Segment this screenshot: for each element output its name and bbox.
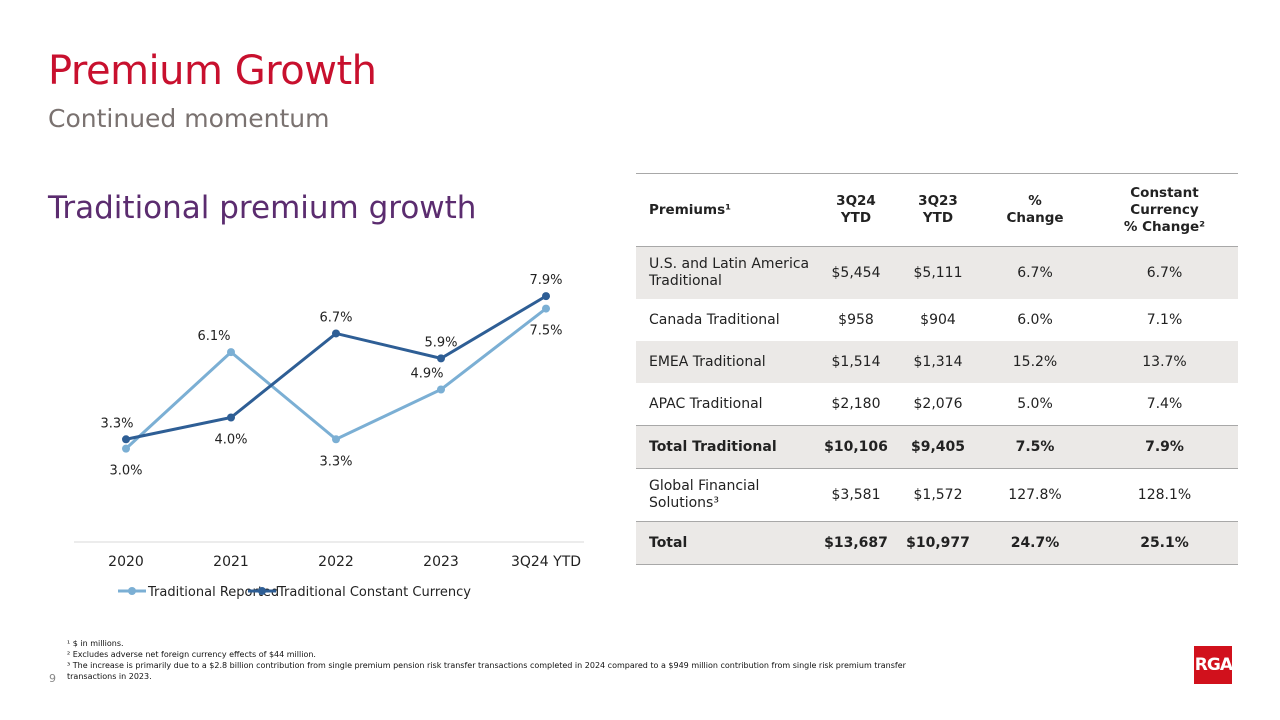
legend-label: Traditional Reported (147, 585, 279, 600)
data-label: 3.0% (109, 464, 142, 479)
data-point (437, 354, 445, 363)
rga-logo: RGA (1194, 646, 1232, 684)
footnote-1: ¹ $ in millions. (67, 639, 124, 648)
cell-value: 6.7% (979, 246, 1091, 299)
cell-value: 7.4% (1091, 383, 1238, 426)
data-point (122, 444, 130, 453)
data-point (122, 435, 130, 444)
row-label: Total (636, 521, 815, 565)
col-header-3q23: 3Q23 YTD (897, 173, 979, 247)
cell-value: $3,581 (815, 468, 897, 522)
footnote-2: ² Excludes adverse net foreign currency … (67, 650, 316, 659)
data-point (227, 348, 235, 357)
row-label: Total Traditional (636, 425, 815, 469)
cell-value: 6.0% (1017, 311, 1053, 328)
cell-value: $10,977 (897, 521, 979, 565)
col-header-3q24: 3Q24 YTD (815, 173, 897, 247)
data-label: 5.9% (424, 335, 457, 350)
table-row: Global Financial Solutions³ $3,581 $1,572 1… (636, 468, 1238, 522)
legend-marker (258, 587, 266, 595)
x-tick-label: 2023 (423, 554, 459, 570)
cell-value: 7.9% (1091, 425, 1238, 469)
data-label: 3.3% (319, 454, 352, 469)
cell-value: $2,076 (897, 383, 979, 426)
table-row: Canada Traditional $958 $904 6.0% 7.1% (636, 299, 1238, 341)
cell-value: 7.5% (979, 425, 1091, 469)
cell-value: $904 (920, 311, 956, 328)
chart-section-title: Traditional premium growth (48, 190, 477, 226)
x-tick-label: 2021 (213, 554, 249, 570)
cell-value: $1,314 (897, 341, 979, 383)
cell-value: $5,454 (815, 246, 897, 299)
cell-value: $10,106 (815, 425, 897, 469)
x-tick-label: 3Q24 YTD (511, 554, 581, 570)
cell-value: 6.7% (1091, 246, 1238, 299)
data-point (332, 435, 340, 444)
table-row: EMEA Traditional $1,514 $1,314 15.2% 13.7% (636, 341, 1238, 383)
data-label: 6.7% (319, 310, 352, 325)
cell-value: 13.7% (1091, 341, 1238, 383)
data-point (542, 292, 550, 301)
line-chart: 2020 2021 2022 2023 3Q24 YTD 3.0% 6.1% 3.3% 4.9%… (74, 273, 584, 600)
data-point (332, 329, 340, 338)
cell-value: $2,180 (815, 383, 897, 426)
row-label: EMEA Traditional (636, 341, 815, 383)
table-row: APAC Traditional $2,180 $2,076 5.0% 7.4% (636, 383, 1238, 426)
cell-value: 128.1% (1091, 468, 1238, 522)
data-point (227, 413, 235, 422)
table-row: U.S. and Latin America Traditional $5,454… (636, 246, 1238, 299)
footnote-3: ³ The increase is primarily due to a $2.… (67, 661, 906, 681)
premiums-table: Premiums¹ 3Q24 YTD 3Q23 YTD % Change Consta… (636, 173, 1238, 565)
page-subtitle: Continued momentum (48, 104, 330, 133)
data-label: 7.5% (529, 324, 562, 339)
col-header-pct-change: % Change (979, 173, 1091, 247)
data-label: 4.0% (214, 433, 247, 448)
table-row: Total $13,687 $10,977 24.7% 25.1% (636, 521, 1238, 565)
cell-value: $13,687 (815, 521, 897, 565)
data-label: 3.3% (100, 416, 133, 431)
cell-value: 5.0% (979, 383, 1091, 426)
row-label: APAC Traditional (636, 383, 815, 426)
cell-value: $958 (838, 311, 874, 328)
col-header-premiums: Premiums¹ (636, 173, 815, 247)
cell-value: $9,405 (897, 425, 979, 469)
row-label: U.S. and Latin America Traditional (636, 246, 815, 299)
cell-value: $5,111 (897, 246, 979, 299)
table-header-row: Premiums¹ 3Q24 YTD 3Q23 YTD % Change Consta… (636, 173, 1238, 247)
page-number: 9 (49, 672, 56, 685)
footnotes: ¹ $ in millions. ² Excludes adverse net … (67, 638, 917, 682)
cell-value: 7.1% (1146, 311, 1183, 328)
cell-value: 25.1% (1091, 521, 1238, 565)
data-label: 7.9% (529, 273, 562, 288)
cell-value: $1,514 (815, 341, 897, 383)
col-header-cc-change: Constant Currency% Change² (1091, 173, 1238, 247)
data-label: 6.1% (197, 329, 230, 344)
cell-value: 15.2% (979, 341, 1091, 383)
legend-label: Traditional Constant Currency (277, 585, 471, 600)
data-point (437, 385, 445, 394)
row-label: Canada Traditional (649, 311, 780, 328)
page-title: Premium Growth (48, 48, 377, 94)
x-tick-label: 2020 (108, 554, 144, 570)
table-row: Total Traditional $10,106 $9,405 7.5% 7.9% (636, 425, 1238, 469)
cell-value: $1,572 (897, 468, 979, 522)
x-tick-label: 2022 (318, 554, 354, 570)
legend-marker (128, 587, 136, 595)
data-label: 4.9% (410, 366, 443, 381)
cell-value: 127.8% (979, 468, 1091, 522)
data-point (542, 304, 550, 313)
row-label: Global Financial Solutions³ (636, 468, 815, 522)
cell-value: 24.7% (979, 521, 1091, 565)
